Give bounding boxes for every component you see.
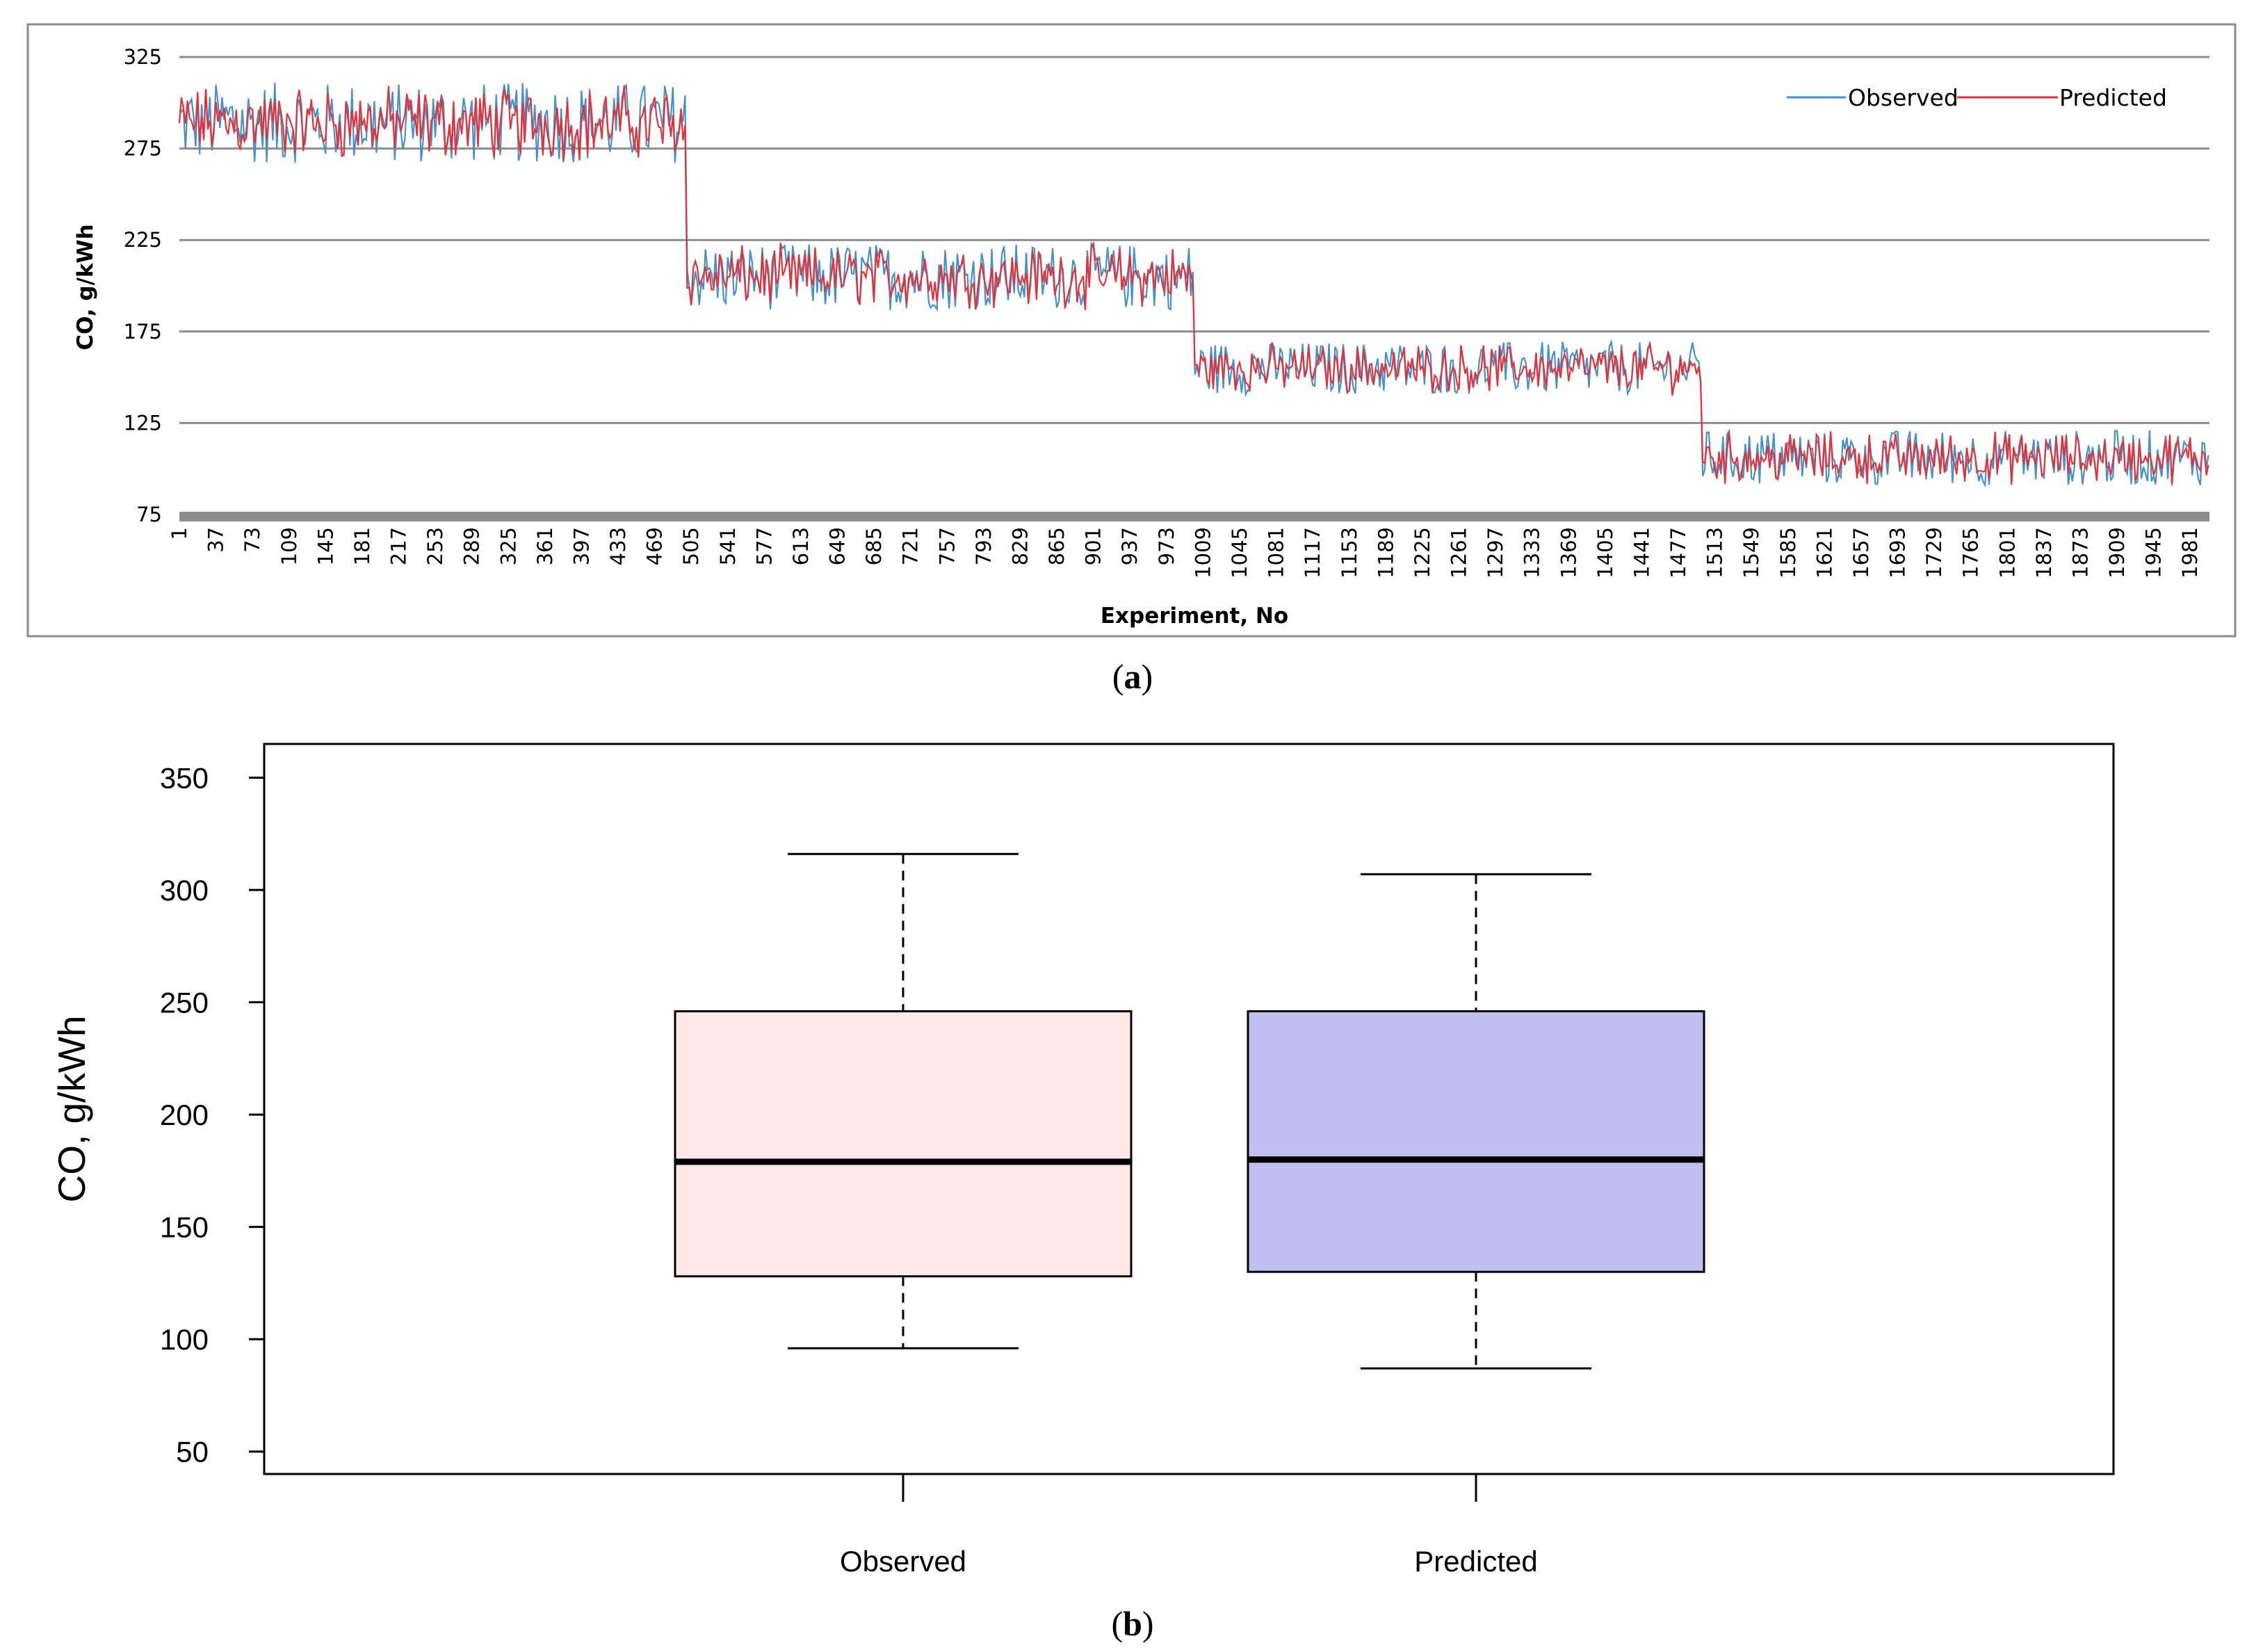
chart-a-ytick-label: 125 [124, 411, 162, 435]
chart-a-xtick-label: 433 [606, 527, 630, 565]
caption-b: (b) [1111, 1604, 1153, 1643]
chart-a-xtick-label: 1477 [1666, 527, 1690, 578]
chart-a-xtick-label: 1585 [1776, 527, 1800, 578]
chart-a-xtick-label: 1945 [2142, 527, 2166, 578]
chart-a-xtick-label: 721 [899, 527, 923, 565]
box-observed [674, 852, 1133, 1350]
chart-a-xtick-label: 1441 [1630, 527, 1654, 578]
chart-a-ylabel: CO, g/kWh [73, 224, 98, 350]
chart-a-xtick-label: 649 [826, 527, 850, 565]
chart-a-xtick-label: 1 [168, 527, 191, 540]
chart-a-xtick-label: 1117 [1301, 527, 1324, 578]
chart-b-ytick-label: 150 [160, 1211, 209, 1244]
chart-b-ytick-label: 250 [160, 987, 209, 1019]
caption-a: (a) [1112, 657, 1153, 696]
chart-a-xtick-label: 217 [387, 527, 411, 565]
chart-a-xtick-label: 1009 [1191, 527, 1215, 578]
chart-a-xtick-label: 1225 [1411, 527, 1434, 578]
chart-a-xtick-label: 1909 [2105, 527, 2129, 578]
chart-a-xtick-label: 829 [1009, 527, 1032, 565]
chart-a-xtick-label: 253 [423, 527, 447, 565]
chart-b-ytick-label: 50 [176, 1436, 209, 1468]
chart-a-xtick-label: 361 [533, 527, 557, 565]
chart-b-ytick-label: 200 [160, 1099, 209, 1131]
box-iqr [1247, 1010, 1705, 1273]
chart-a-xtick-label: 1261 [1447, 527, 1471, 578]
chart-a-xtick-label: 1297 [1484, 527, 1507, 578]
chart-a-xtick-label: 1657 [1849, 527, 1873, 578]
chart-a-xtick-label: 1549 [1739, 527, 1763, 578]
chart-a-xtick-label: 685 [862, 527, 886, 565]
chart-a-xtick-label: 1405 [1593, 527, 1617, 578]
chart-a-xtick-label: 1765 [1959, 527, 1983, 578]
chart-a-xtick-label: 1189 [1374, 527, 1397, 578]
legend-predicted-label: Predicted [2059, 84, 2167, 111]
chart-a-xtick-label: 1693 [1886, 527, 1910, 578]
chart-a-xtick-label: 181 [350, 527, 374, 565]
chart-a-x-axis [179, 512, 2209, 521]
chart-a-xtick-label: 901 [1082, 527, 1105, 565]
chart-a-xtick-label: 289 [460, 527, 484, 565]
chart-a-xlabel: Experiment, No [1101, 604, 1288, 629]
chart-b-xtick-label: Observed [840, 1545, 966, 1578]
chart-a-xtick-label: 1153 [1338, 527, 1361, 578]
chart-a-xtick-label: 793 [972, 527, 996, 565]
chart-a-xtick-label: 1621 [1812, 527, 1836, 578]
chart-a-xtick-label: 757 [935, 527, 959, 565]
panel-b-box-plot: 50 100 150 200 250 300 350 Observed Predicted C… [50, 743, 2115, 1643]
chart-a-xtick-label: 1801 [1995, 527, 2019, 578]
chart-a-xtick-label: 1369 [1557, 527, 1580, 578]
chart-b-ytick-label: 100 [160, 1323, 209, 1356]
chart-a-xtick-label: 505 [679, 527, 703, 565]
chart-a-xtick-label: 937 [1118, 527, 1142, 565]
chart-a-xtick-label: 1333 [1520, 527, 1544, 578]
chart-a-xtick-label: 865 [1045, 527, 1069, 565]
chart-a-xtick-label: 1981 [2178, 527, 2202, 578]
legend-observed-label: Observed [1848, 84, 1958, 111]
chart-a-xtick-label: 1729 [1922, 527, 1946, 578]
chart-a-xtick-label: 613 [789, 527, 813, 565]
chart-a-xtick-label: 973 [1155, 527, 1178, 565]
box-iqr [674, 1010, 1133, 1278]
series-predicted-line [178, 85, 2209, 485]
chart-a-xtick-label: 145 [314, 527, 337, 565]
chart-a-ytick-label: 325 [124, 45, 162, 69]
chart-a-xtick-label: 541 [716, 527, 740, 565]
chart-a-xtick-label: 1873 [2069, 527, 2093, 578]
chart-b-xtick-label: Predicted [1414, 1545, 1537, 1578]
chart-a-xtick-label: 37 [204, 527, 228, 553]
box-predicted [1247, 873, 1705, 1370]
chart-b-ytick-label: 350 [160, 761, 209, 794]
chart-a-xtick-label: 1837 [2032, 527, 2056, 578]
chart-a-xtick-label: 397 [569, 527, 593, 565]
chart-a-ytick-label: 175 [124, 320, 162, 343]
chart-a-xtick-label: 1045 [1228, 527, 1251, 578]
panel-a-line-chart: 75 125 175 225 275 325 1 37 73 109 145 181 217 253 28… [26, 23, 2237, 696]
chart-a-xtick-label: 469 [643, 527, 667, 565]
chart-a-xtick-label: 73 [241, 527, 264, 553]
chart-a-xtick-label: 1081 [1265, 527, 1288, 578]
chart-b-ylabel: CO, g/kWh [50, 1016, 93, 1203]
chart-b-ytick-label: 300 [160, 874, 209, 907]
chart-a-xtick-label: 577 [752, 527, 776, 565]
chart-a-ytick-label: 225 [124, 228, 162, 252]
chart-b-frame [263, 743, 2115, 1475]
chart-a-xtick-label: 325 [496, 527, 520, 565]
chart-a-ytick-label: 75 [136, 503, 162, 526]
chart-a-legend: Observed Predicted [1787, 84, 2167, 111]
chart-a-xtick-label: 109 [277, 527, 301, 565]
chart-a-xtick-label: 1513 [1703, 527, 1727, 578]
chart-a-ytick-label: 275 [124, 137, 162, 161]
